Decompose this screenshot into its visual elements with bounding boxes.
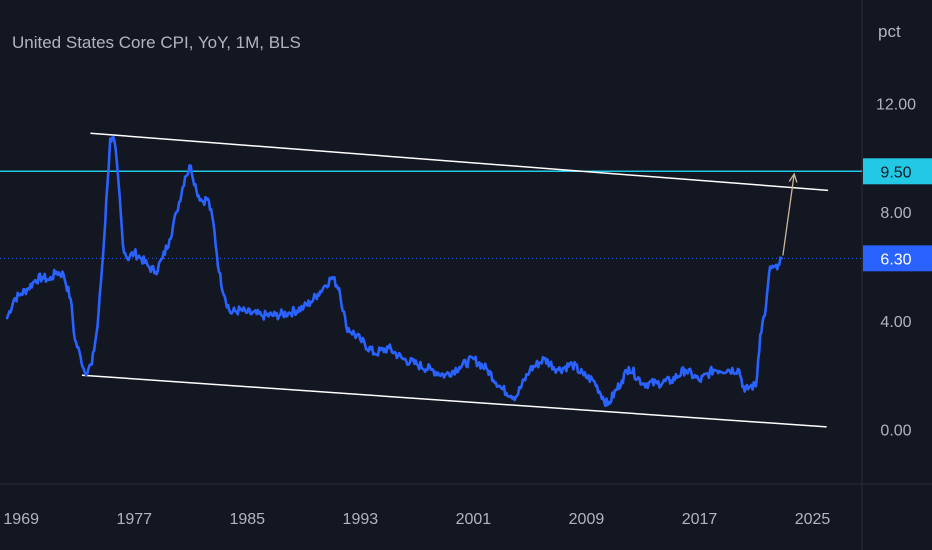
x-tick-label: 2025 <box>795 511 831 528</box>
x-tick-label: 1985 <box>229 511 265 528</box>
projection-arrow <box>782 173 795 256</box>
series-line <box>5 136 783 408</box>
price-label: 9.50 <box>880 164 911 181</box>
y-axis-unit: pct <box>878 22 901 41</box>
x-tick-label: 2001 <box>456 511 492 528</box>
price-label: 6.30 <box>880 251 911 268</box>
x-tick-label: 1977 <box>116 511 152 528</box>
x-tick-label: 1969 <box>3 511 39 528</box>
channel-upper-line <box>90 132 829 192</box>
y-tick-label: 4.00 <box>880 314 911 331</box>
x-tick-label: 2009 <box>569 511 605 528</box>
x-tick-label: 2017 <box>682 511 718 528</box>
x-tick-label: 1993 <box>343 511 379 528</box>
chart-title: United States Core CPI, YoY, 1M, BLS <box>12 33 301 52</box>
projection-arrow-head <box>788 172 798 183</box>
y-tick-label: 12.00 <box>876 96 916 113</box>
y-tick-label: 8.00 <box>880 205 911 222</box>
price-label-box <box>863 158 932 185</box>
price-label-box <box>863 245 932 272</box>
channel-lower-line <box>81 374 827 428</box>
y-tick-label: 0.00 <box>880 423 911 440</box>
